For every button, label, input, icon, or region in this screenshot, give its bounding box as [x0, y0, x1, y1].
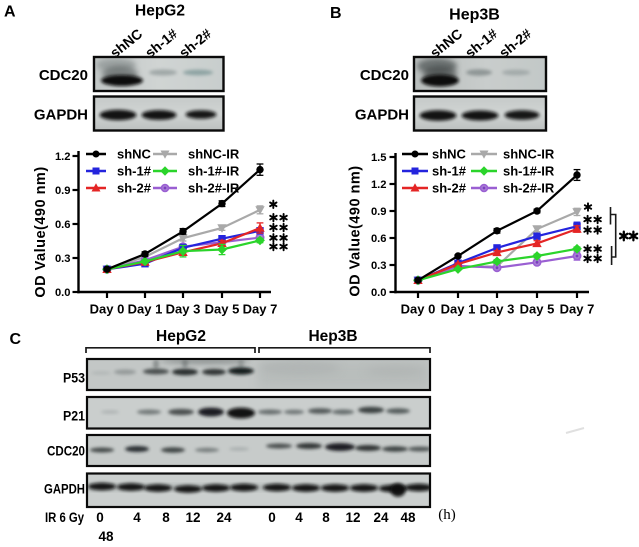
svg-text:24: 24 [216, 510, 232, 525]
svg-text:Hep3B: Hep3B [308, 328, 357, 345]
svg-text:CDC20: CDC20 [39, 67, 88, 84]
svg-text:sh-2#-IR: sh-2#-IR [503, 181, 555, 196]
svg-text:Day 5: Day 5 [520, 302, 555, 317]
svg-text:sh-2#-IR: sh-2#-IR [188, 181, 240, 196]
svg-text:HepG2: HepG2 [135, 3, 185, 20]
svg-text:48: 48 [98, 529, 114, 542]
svg-text:Hep3B: Hep3B [449, 7, 500, 24]
svg-text:Day 0: Day 0 [90, 302, 125, 317]
svg-text:4: 4 [133, 510, 141, 525]
svg-text:sh-1#: sh-1# [432, 164, 467, 179]
svg-text:0.6: 0.6 [55, 219, 71, 231]
svg-text:sh-1#-IR: sh-1#-IR [503, 164, 555, 179]
svg-text:48: 48 [400, 510, 416, 525]
svg-text:P53: P53 [63, 371, 85, 386]
svg-text:OD Value(490 nm): OD Value(490 nm) [33, 166, 49, 297]
svg-text:0: 0 [268, 510, 276, 525]
svg-text:shNC: shNC [432, 147, 467, 162]
svg-text:0.0: 0.0 [371, 287, 387, 299]
svg-text:GAPDH: GAPDH [355, 107, 409, 124]
svg-text:Day 3: Day 3 [166, 302, 201, 317]
svg-text:(h): (h) [438, 507, 456, 523]
svg-text:Day 1: Day 1 [128, 302, 163, 317]
svg-text:Day 1: Day 1 [441, 302, 476, 317]
svg-text:HepG2: HepG2 [156, 328, 206, 345]
svg-text:0.3: 0.3 [55, 253, 71, 265]
svg-text:GAPDH: GAPDH [44, 482, 85, 497]
svg-text:shNC: shNC [117, 147, 152, 162]
svg-text:8: 8 [322, 510, 330, 525]
svg-text:C: C [10, 331, 22, 348]
svg-text:8: 8 [162, 510, 170, 525]
svg-text:sh-2#: sh-2# [432, 181, 467, 196]
svg-text:12: 12 [185, 510, 200, 525]
svg-text:IR 6 Gy: IR 6 Gy [45, 510, 84, 525]
svg-text:Day 7: Day 7 [243, 302, 278, 317]
svg-text:0: 0 [96, 510, 104, 525]
svg-text:24: 24 [373, 510, 389, 525]
svg-text:0.6: 0.6 [371, 233, 387, 245]
svg-text:sh-2#: sh-2# [117, 181, 152, 196]
svg-text:GAPDH: GAPDH [34, 107, 88, 124]
svg-text:0.3: 0.3 [371, 260, 387, 272]
svg-text:P21: P21 [63, 409, 85, 424]
svg-text:CDC20: CDC20 [360, 67, 409, 84]
svg-text:shNC-IR: shNC-IR [503, 147, 555, 162]
svg-text:1.2: 1.2 [55, 151, 71, 163]
svg-text:0.9: 0.9 [371, 206, 387, 218]
svg-text:0.0: 0.0 [55, 287, 71, 299]
svg-text:sh-1#: sh-1# [117, 164, 152, 179]
svg-text:12: 12 [345, 510, 360, 525]
svg-text:sh-1#-IR: sh-1#-IR [188, 164, 240, 179]
svg-text:shNC-IR: shNC-IR [188, 147, 240, 162]
svg-text:A: A [4, 4, 16, 21]
svg-text:Day 5: Day 5 [205, 302, 240, 317]
svg-text:1.2: 1.2 [371, 179, 387, 191]
svg-text:4: 4 [295, 510, 303, 525]
svg-text:B: B [330, 5, 342, 22]
svg-text:CDC20: CDC20 [47, 444, 85, 459]
svg-text:OD Value(490 nm): OD Value(490 nm) [348, 165, 364, 296]
svg-text:1.5: 1.5 [371, 152, 387, 164]
svg-text:Day 7: Day 7 [560, 302, 595, 317]
svg-text:0.9: 0.9 [55, 185, 71, 197]
svg-text:Day 3: Day 3 [480, 302, 515, 317]
svg-text:Day 0: Day 0 [401, 302, 436, 317]
